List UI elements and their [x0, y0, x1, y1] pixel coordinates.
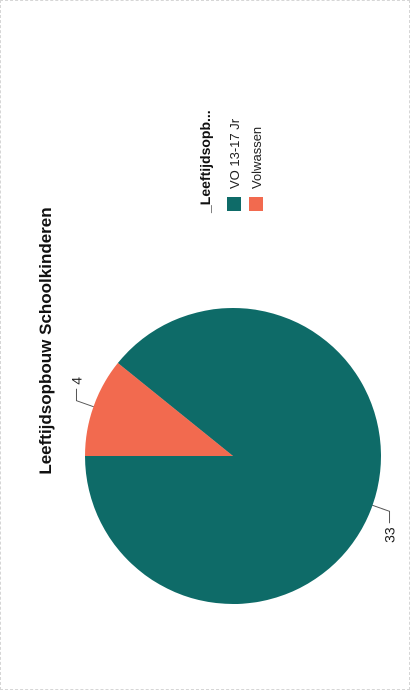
- legend-label-1: Volwassen: [249, 127, 264, 189]
- legend-label-0: VO 13-17 Jr: [227, 118, 242, 189]
- pie-slice-0: [85, 308, 381, 604]
- legend-title: _Leeftijdsopb...: [197, 110, 213, 214]
- legend-swatch-0: [227, 197, 241, 211]
- legend-swatch-1: [249, 197, 263, 211]
- chart-title: Leeftijdsopbouw Schoolkinderen: [36, 207, 55, 474]
- slice-value-label-0: 33: [382, 527, 398, 543]
- pie-slice-1: [85, 363, 233, 456]
- leader-line-0: [372, 504, 391, 524]
- slice-value-label-1: 4: [68, 377, 84, 385]
- leader-line-1: [75, 388, 94, 408]
